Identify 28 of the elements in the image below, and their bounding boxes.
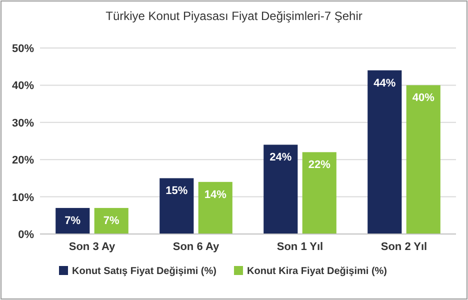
x-tick-label: Son 2 Yıl [380,241,428,253]
legend-label: Konut Satış Fiyat Değişimi (%) [72,266,216,277]
y-tick-label: 40% [12,80,34,92]
bar [368,70,402,234]
chart-title: Türkiye Konut Piyasası Fiyat Değişimleri-7 Şehir [106,9,362,23]
x-tick-label: Son 3 Ay [68,241,116,253]
legend-label: Konut Kira Fiyat Değişimi (%) [247,266,388,277]
bar [160,178,194,234]
y-tick-label: 30% [12,117,34,130]
data-label: 15% [166,185,188,198]
bar [56,208,90,234]
bar [198,182,232,234]
bar [264,144,298,234]
y-tick-label: 10% [12,192,34,204]
y-tick-label: 20% [12,154,34,167]
y-tick-label: 0% [18,229,34,241]
x-tick-label: Son 1 Yıl [276,241,324,253]
x-tick-label: Son 6 Ay [172,241,220,253]
data-label: 22% [308,159,331,172]
data-label: 44% [374,77,396,90]
bar [302,152,336,234]
data-label: 24% [270,152,292,164]
data-label: 40% [412,92,435,104]
y-tick-label: 50% [12,43,34,55]
data-label: 7% [64,214,81,227]
data-label: 7% [103,214,120,227]
bar [406,85,440,234]
data-label: 14% [204,188,227,201]
